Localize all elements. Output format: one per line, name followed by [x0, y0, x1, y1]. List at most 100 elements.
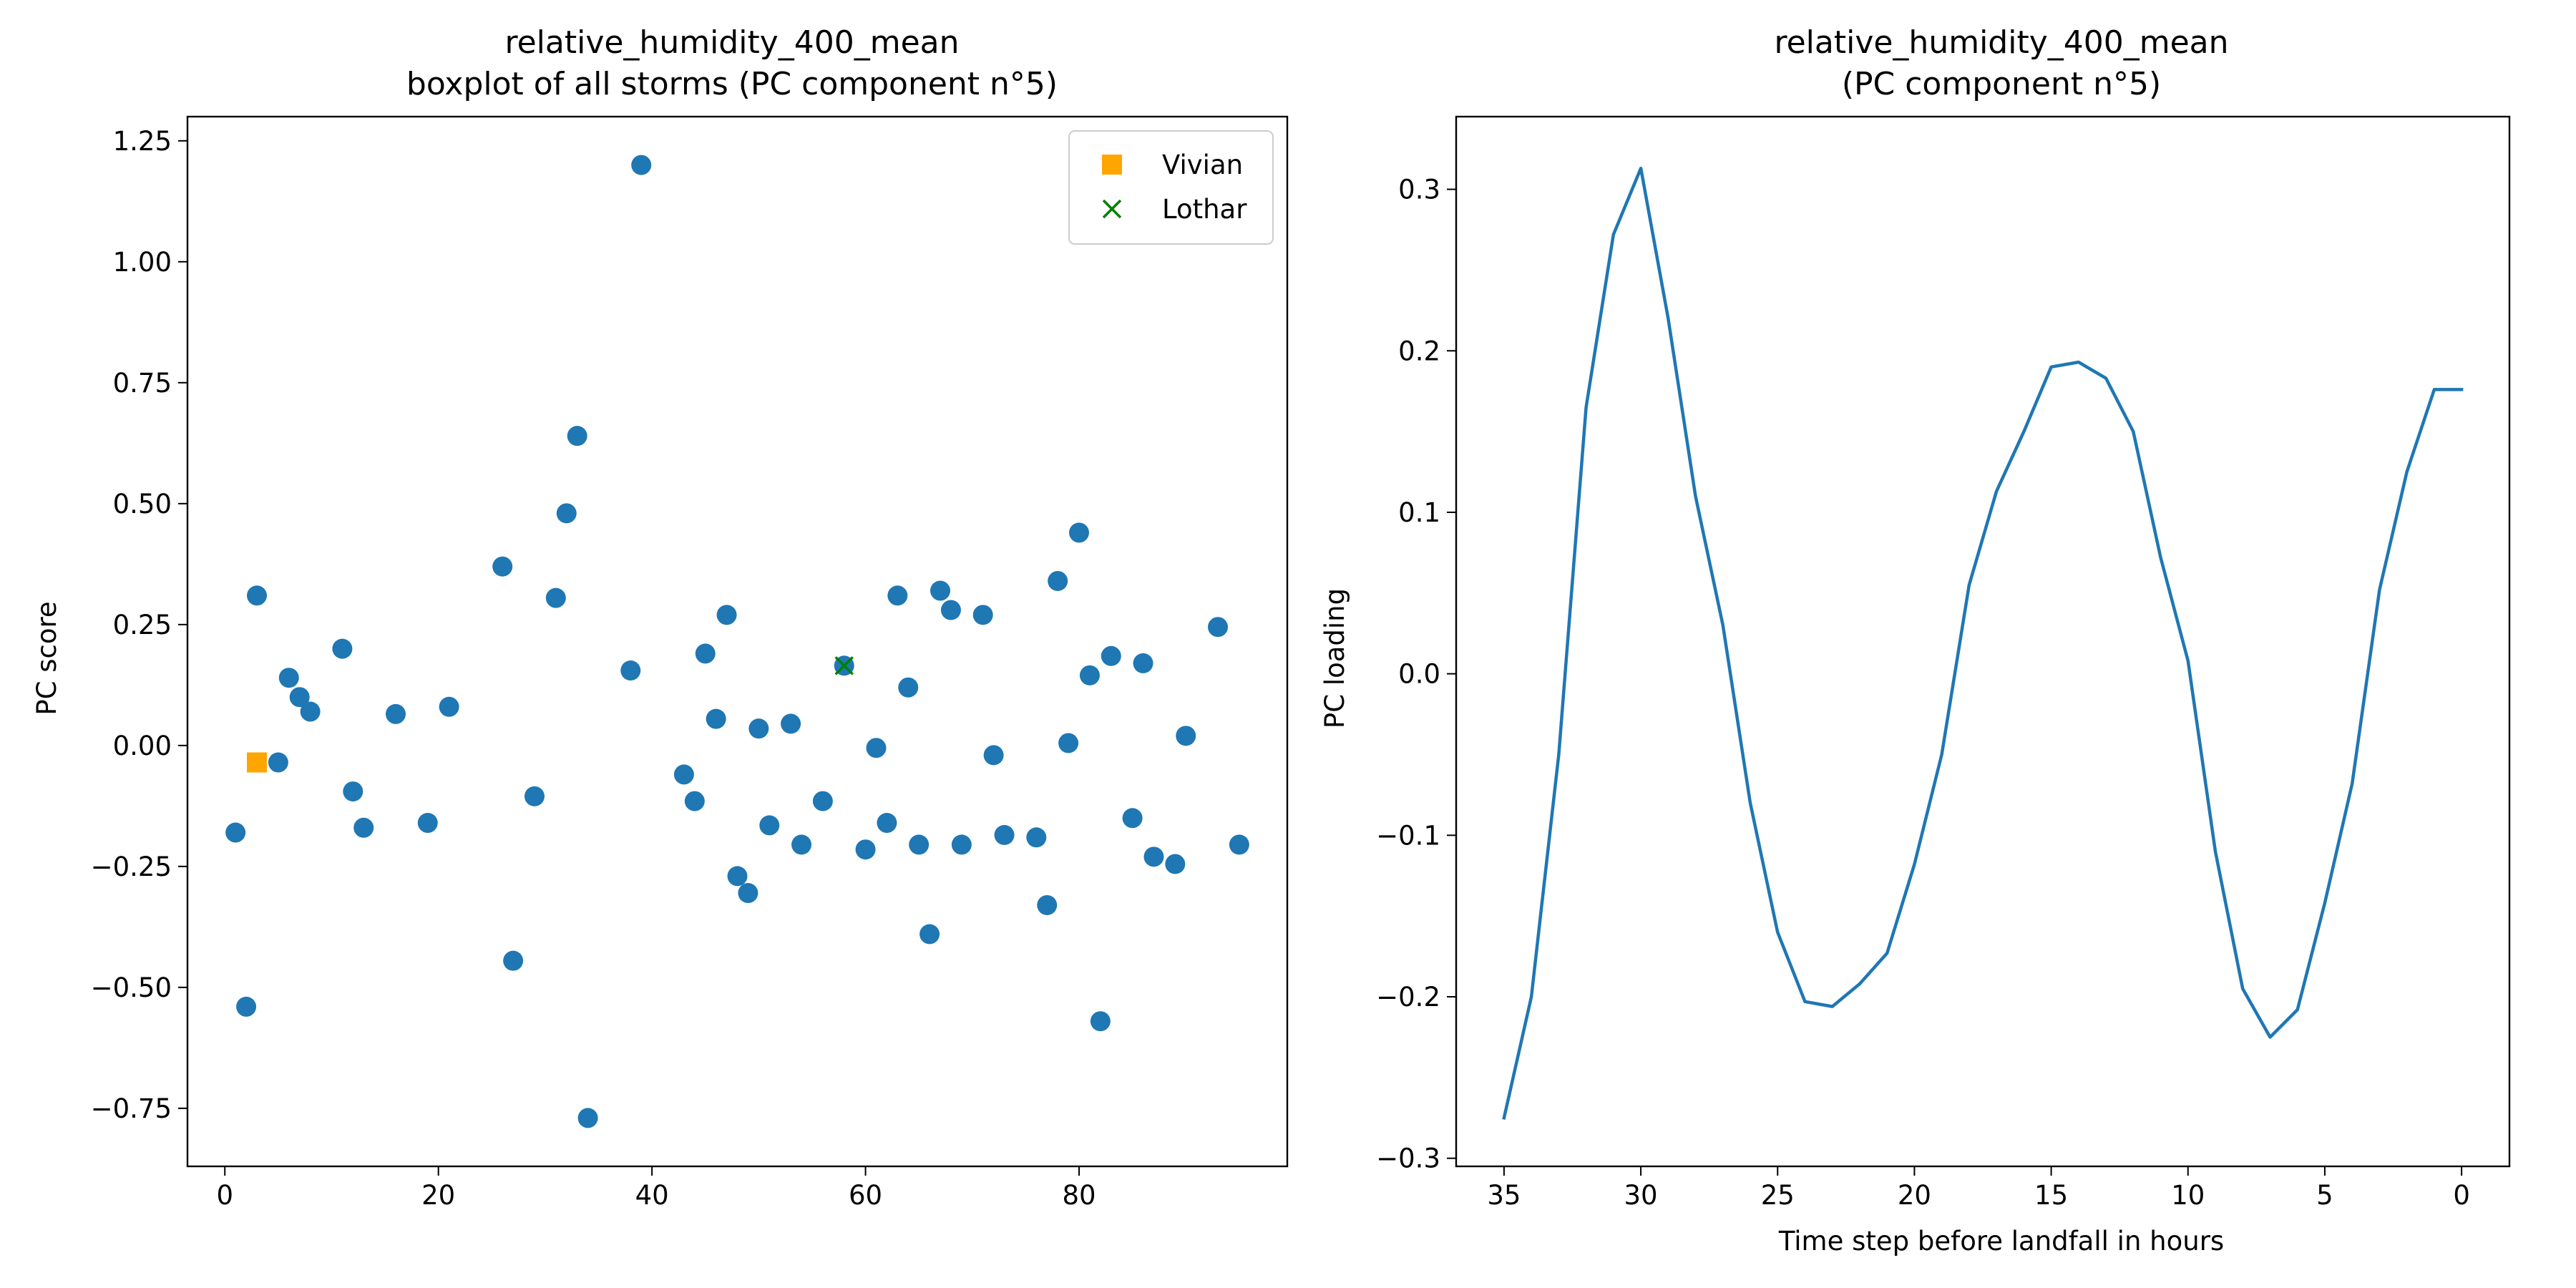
line-y-axis-label: PC loading: [1319, 588, 1350, 728]
scatter-point: [1165, 854, 1186, 874]
scatter-point: [855, 839, 876, 860]
scatter-point: [695, 643, 716, 664]
scatter-point: [738, 883, 758, 904]
y-tick-label: 1.25: [113, 126, 172, 157]
y-tick-label: −0.50: [91, 972, 172, 1003]
scatter-point: [353, 817, 374, 838]
scatter-point: [556, 503, 577, 524]
scatter-point: [781, 713, 801, 734]
scatter-point: [940, 600, 961, 620]
scatter-point: [1101, 645, 1121, 666]
scatter-plot-frame: [186, 115, 1289, 1168]
y-tick-label: 0.50: [113, 489, 172, 519]
scatter-point: [1026, 827, 1047, 848]
legend-vivian-label: Vivian: [1162, 150, 1243, 180]
scatter-ticks: 0 20 40 60 80 −0.75 −0.50 −0.25 0.00 0.25 0.50 0.75…: [91, 126, 1096, 1211]
scatter-point: [577, 1108, 598, 1128]
y-tick-label: 0.00: [113, 731, 172, 761]
scatter-point: [268, 752, 288, 773]
y-tick-label: −0.25: [91, 852, 172, 882]
scatter-point: [983, 745, 1004, 766]
scatter-point: [1229, 834, 1249, 855]
x-tick-label: 0: [2453, 1180, 2470, 1211]
scatter-point: [343, 781, 364, 802]
scatter-point: [278, 668, 299, 688]
x-tick-label: 35: [1487, 1180, 1521, 1211]
scatter-point: [524, 786, 545, 806]
legend-box: [1068, 130, 1274, 245]
legend-lothar-label: Lothar: [1162, 194, 1247, 225]
line-subtitle: (PC component n°5): [1842, 66, 2161, 102]
scatter-point: [1143, 847, 1164, 867]
scatter-point: [300, 701, 321, 722]
line-panel: relative_humidity_400_mean (PC component…: [1319, 24, 2511, 1257]
pc-loading-line: [1502, 166, 2464, 1120]
scatter-point: [727, 866, 748, 887]
y-tick-label: −0.2: [1376, 982, 1440, 1013]
scatter-point: [706, 708, 726, 729]
scatter-subtitle: boxplot of all storms (PC component n°5): [406, 66, 1058, 102]
legend-vivian-marker: [1102, 155, 1122, 175]
scatter-point: [972, 605, 993, 625]
x-tick-label: 20: [1898, 1180, 1931, 1211]
scatter-point: [1069, 522, 1090, 543]
x-tick-label: 15: [2034, 1180, 2068, 1211]
scatter-point: [567, 426, 587, 447]
y-tick-label: 0.2: [1398, 336, 1440, 366]
line-x-axis-label: Time step before landfall in hours: [1778, 1226, 2224, 1257]
scatter-panel: relative_humidity_400_mean boxplot of al…: [31, 24, 1289, 1211]
scatter-point: [994, 824, 1015, 845]
scatter-legend: Vivian Lothar: [1068, 130, 1274, 245]
scatter-point: [1079, 665, 1100, 686]
x-tick-label: 20: [421, 1180, 455, 1211]
x-tick-label: 30: [1624, 1180, 1658, 1211]
x-tick-label: 10: [2171, 1180, 2205, 1211]
line-ticks: 35 30 25 20 15 10 5 0 −0.3 −0.2 −0.1 0.0 0.1 0.2 0.3: [1376, 175, 2470, 1211]
scatter-point: [1208, 617, 1229, 638]
x-tick-label: 80: [1062, 1180, 1096, 1211]
x-tick-label: 60: [849, 1180, 882, 1211]
scatter-point: [748, 718, 769, 739]
scatter-point: [812, 791, 833, 811]
scatter-points: [225, 155, 1249, 1128]
scatter-point: [503, 950, 524, 971]
y-tick-label: 0.0: [1398, 659, 1440, 690]
scatter-point: [385, 703, 406, 724]
scatter-point: [1122, 808, 1143, 829]
scatter-point: [909, 834, 930, 855]
marker-vivian: [246, 752, 267, 773]
line-plot-frame: [1455, 115, 2511, 1168]
scatter-point: [1090, 1011, 1111, 1032]
scatter-y-axis-label: PC score: [31, 601, 62, 715]
y-tick-label: −0.75: [91, 1093, 172, 1124]
y-tick-label: 1.00: [113, 247, 172, 278]
scatter-title: relative_humidity_400_mean: [504, 24, 959, 61]
scatter-point: [866, 738, 887, 758]
legend-lothar-marker: [1102, 199, 1122, 219]
scatter-point: [332, 638, 353, 659]
scatter-point: [439, 696, 459, 717]
scatter-point: [759, 815, 780, 836]
y-tick-label: −0.3: [1376, 1143, 1440, 1174]
legend-lothar-marker-stroke: [1102, 199, 1122, 219]
scatter-point: [898, 677, 919, 698]
scatter-point: [684, 791, 705, 811]
scatter-point: [631, 155, 652, 175]
x-tick-label: 5: [2316, 1180, 2333, 1211]
line-title: relative_humidity_400_mean: [1774, 24, 2228, 61]
scatter-point: [417, 813, 438, 834]
marker-lothar: [834, 656, 854, 675]
x-tick-label: 40: [635, 1180, 669, 1211]
scatter-point: [887, 585, 908, 606]
scatter-point: [1037, 894, 1058, 915]
y-tick-label: 0.75: [113, 368, 172, 399]
scatter-point: [877, 813, 897, 834]
scatter-point: [225, 822, 246, 843]
scatter-point: [673, 764, 694, 785]
y-tick-label: 0.1: [1398, 497, 1440, 528]
scatter-point: [791, 834, 812, 855]
scatter-point: [246, 585, 267, 606]
scatter-point: [930, 580, 951, 601]
scatter-point: [545, 587, 566, 608]
